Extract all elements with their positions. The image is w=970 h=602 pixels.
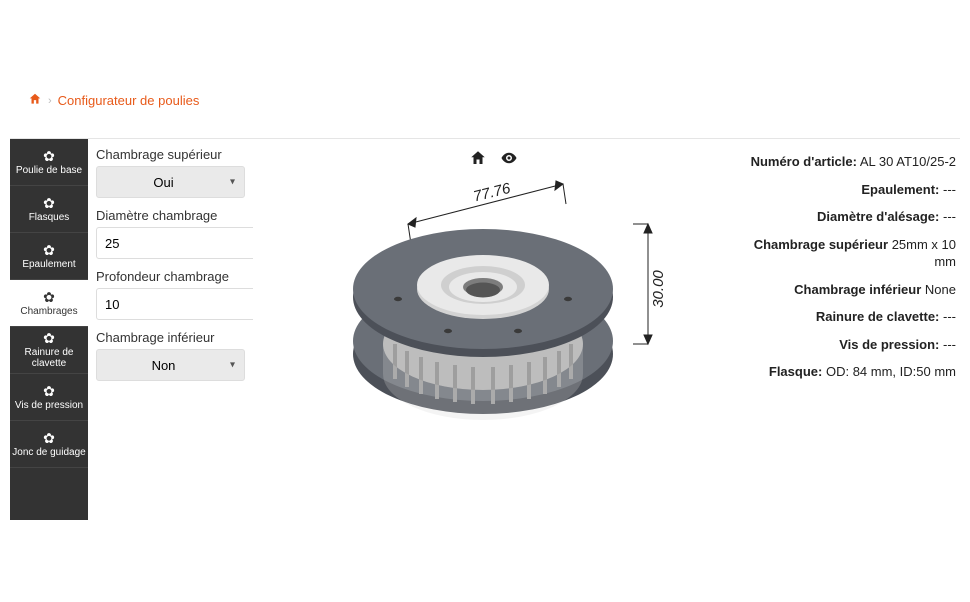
info-setscrew: Vis de pression: --- [735, 336, 956, 354]
info-label: Chambrage inférieur [794, 282, 921, 297]
info-label: Vis de pression: [839, 337, 939, 352]
gear-icon: ✿ [43, 431, 55, 445]
tab-label: Vis de pression [15, 400, 83, 411]
field-lower-chambering: Chambrage inférieur Non [96, 330, 245, 381]
tab-chambrages[interactable]: ✿ Chambrages [10, 280, 88, 327]
info-label: Flasque: [769, 364, 822, 379]
field-upper-chambering: Chambrage supérieur Oui [96, 147, 245, 198]
gear-icon: ✿ [43, 149, 55, 163]
field-label: Profondeur chambrage [96, 269, 245, 284]
info-value: --- [943, 209, 956, 224]
field-diameter: Diamètre chambrage mm [96, 208, 245, 259]
info-label: Chambrage supérieur [754, 237, 888, 252]
configurator: ✿ Poulie de base ✿ Flasques ✿ Epaulement… [10, 138, 960, 520]
info-label: Rainure de clavette: [816, 309, 940, 324]
breadcrumb: › Configurateur de poulies [28, 92, 199, 109]
info-label: Numéro d'article: [751, 154, 857, 169]
info-value: None [925, 282, 956, 297]
upper-chambering-select[interactable]: Oui [96, 166, 245, 198]
info-value: OD: 84 mm, ID:50 mm [826, 364, 956, 379]
info-value: --- [943, 337, 956, 352]
info-value: --- [943, 182, 956, 197]
tab-jonc-guidage[interactable]: ✿ Jonc de guidage [10, 421, 88, 468]
gear-icon: ✿ [43, 290, 55, 304]
tab-label: Poulie de base [16, 165, 82, 176]
breadcrumb-link[interactable]: Configurateur de poulies [58, 93, 200, 108]
field-label: Diamètre chambrage [96, 208, 245, 223]
info-value: --- [943, 309, 956, 324]
field-label: Chambrage supérieur [96, 147, 245, 162]
tab-flasques[interactable]: ✿ Flasques [10, 186, 88, 233]
dimension-height-label: 30.00 [650, 270, 667, 308]
tab-label: Rainure de clavette [10, 347, 88, 369]
tabs-column: ✿ Poulie de base ✿ Flasques ✿ Epaulement… [10, 139, 88, 520]
info-flange: Flasque: OD: 84 mm, ID:50 mm [735, 363, 956, 381]
info-label: Epaulement: [861, 182, 939, 197]
info-bore: Diamètre d'alésage: --- [735, 208, 956, 226]
tab-label: Flasques [29, 212, 70, 223]
tab-epaulement[interactable]: ✿ Epaulement [10, 233, 88, 280]
info-label: Diamètre d'alésage: [817, 209, 939, 224]
info-value: 25mm x 10 mm [892, 237, 956, 270]
tab-label: Epaulement [22, 259, 75, 270]
tab-rainure-clavette[interactable]: ✿ Rainure de clavette [10, 327, 88, 374]
tab-poulie-de-base[interactable]: ✿ Poulie de base [10, 139, 88, 186]
gear-icon: ✿ [43, 196, 55, 210]
info-upper-chamber: Chambrage supérieur 25mm x 10 mm [735, 236, 956, 271]
gear-icon: ✿ [43, 384, 55, 398]
gear-icon: ✿ [43, 331, 55, 345]
info-value: AL 30 AT10/25-2 [860, 154, 956, 169]
pulley-3d-render: 77.76 30.00 [303, 169, 683, 489]
tab-vis-pression[interactable]: ✿ Vis de pression [10, 374, 88, 421]
info-lower-chamber: Chambrage inférieur None [735, 281, 956, 299]
tab-label: Chambrages [20, 306, 77, 317]
field-label: Chambrage inférieur [96, 330, 245, 345]
dimension-width-label: 77.76 [472, 180, 513, 206]
tab-label: Jonc de guidage [12, 447, 85, 458]
info-article: Numéro d'article: AL 30 AT10/25-2 [735, 153, 956, 171]
field-depth: Profondeur chambrage mm [96, 269, 245, 320]
info-keyway: Rainure de clavette: --- [735, 308, 956, 326]
viewer-3d[interactable]: 77.76 30.00 [253, 139, 735, 520]
info-panel: Numéro d'article: AL 30 AT10/25-2 Epaule… [735, 139, 960, 520]
breadcrumb-separator: › [48, 95, 52, 107]
info-epaulement: Epaulement: --- [735, 181, 956, 199]
form-panel: Chambrage supérieur Oui Diamètre chambra… [88, 139, 253, 520]
home-icon[interactable] [28, 92, 42, 109]
gear-icon: ✿ [43, 243, 55, 257]
lower-chambering-select[interactable]: Non [96, 349, 245, 381]
